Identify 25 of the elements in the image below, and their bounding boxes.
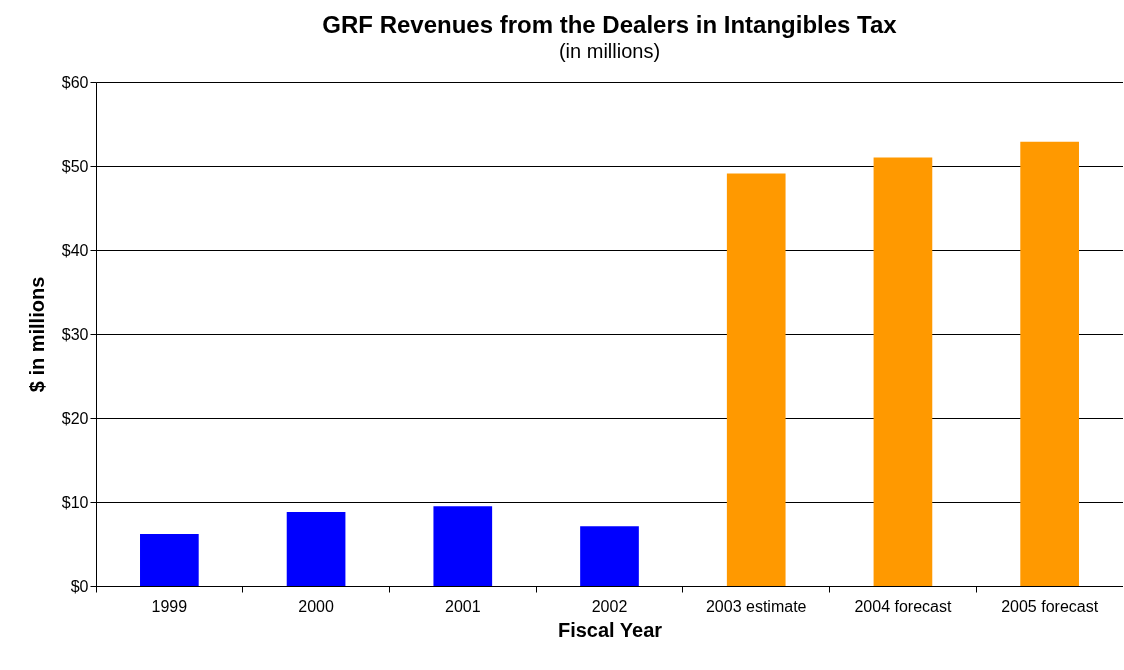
chart-subtitle: (in millions) <box>558 40 661 62</box>
bar <box>1020 141 1079 586</box>
y-tick-label: $60 <box>61 73 89 91</box>
y-tick-label: $20 <box>61 409 89 427</box>
bar <box>726 173 786 586</box>
x-tick-label: 2004 forecast <box>854 597 952 615</box>
y-tick-label: $40 <box>61 241 89 259</box>
x-tick-label: 2003 estimate <box>705 597 807 615</box>
chart-title: GRF Revenues from the Dealers in Intangibles Tax <box>322 11 898 38</box>
x-tick-label: 2002 <box>591 597 628 615</box>
x-tick-label: 1999 <box>151 597 188 615</box>
bar <box>140 533 199 586</box>
x-tick-label: 2005 forecast <box>1001 597 1099 615</box>
bar <box>580 526 639 586</box>
y-axis-title: $ in millions <box>25 276 48 393</box>
bar <box>873 157 933 586</box>
x-axis-title: Fiscal Year <box>557 618 663 641</box>
bar <box>286 512 346 586</box>
y-tick-label: $50 <box>61 157 89 175</box>
x-tick-label: 2001 <box>444 597 481 615</box>
x-tick-label: 2000 <box>298 597 334 615</box>
bar <box>433 506 493 586</box>
y-tick-label: $0 <box>70 577 89 595</box>
y-tick-label: $30 <box>61 325 89 343</box>
y-tick-label: $10 <box>61 493 89 511</box>
